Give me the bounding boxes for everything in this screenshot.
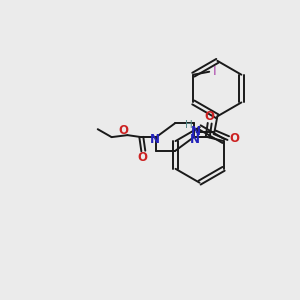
Text: H: H xyxy=(185,120,193,130)
Text: O: O xyxy=(137,152,147,164)
Text: N: N xyxy=(150,133,160,146)
Text: O: O xyxy=(205,110,215,123)
Text: O: O xyxy=(118,124,128,137)
Text: I: I xyxy=(212,65,216,78)
Text: N: N xyxy=(190,125,201,138)
Text: O: O xyxy=(229,132,239,145)
Text: N: N xyxy=(190,133,200,146)
